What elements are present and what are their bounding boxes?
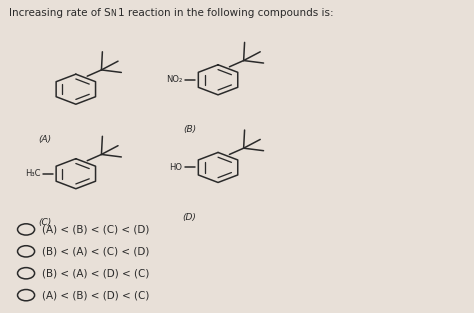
- Text: HO: HO: [170, 163, 182, 172]
- Text: 1 reaction in the following compounds is:: 1 reaction in the following compounds is…: [118, 8, 334, 18]
- Text: (D): (D): [182, 213, 197, 222]
- Text: N: N: [110, 9, 116, 18]
- Text: H₃C: H₃C: [25, 169, 40, 178]
- Text: NO₂: NO₂: [166, 75, 182, 84]
- Text: (B): (B): [183, 125, 196, 134]
- Text: (A) < (B) < (C) < (D): (A) < (B) < (C) < (D): [42, 224, 149, 234]
- Text: (A) < (B) < (D) < (C): (A) < (B) < (D) < (C): [42, 290, 149, 300]
- Text: Increasing rate of S: Increasing rate of S: [9, 8, 111, 18]
- Text: (B) < (A) < (C) < (D): (B) < (A) < (C) < (D): [42, 246, 149, 256]
- Text: (B) < (A) < (D) < (C): (B) < (A) < (D) < (C): [42, 268, 149, 278]
- Text: (A): (A): [38, 135, 52, 144]
- Text: (C): (C): [38, 218, 52, 227]
